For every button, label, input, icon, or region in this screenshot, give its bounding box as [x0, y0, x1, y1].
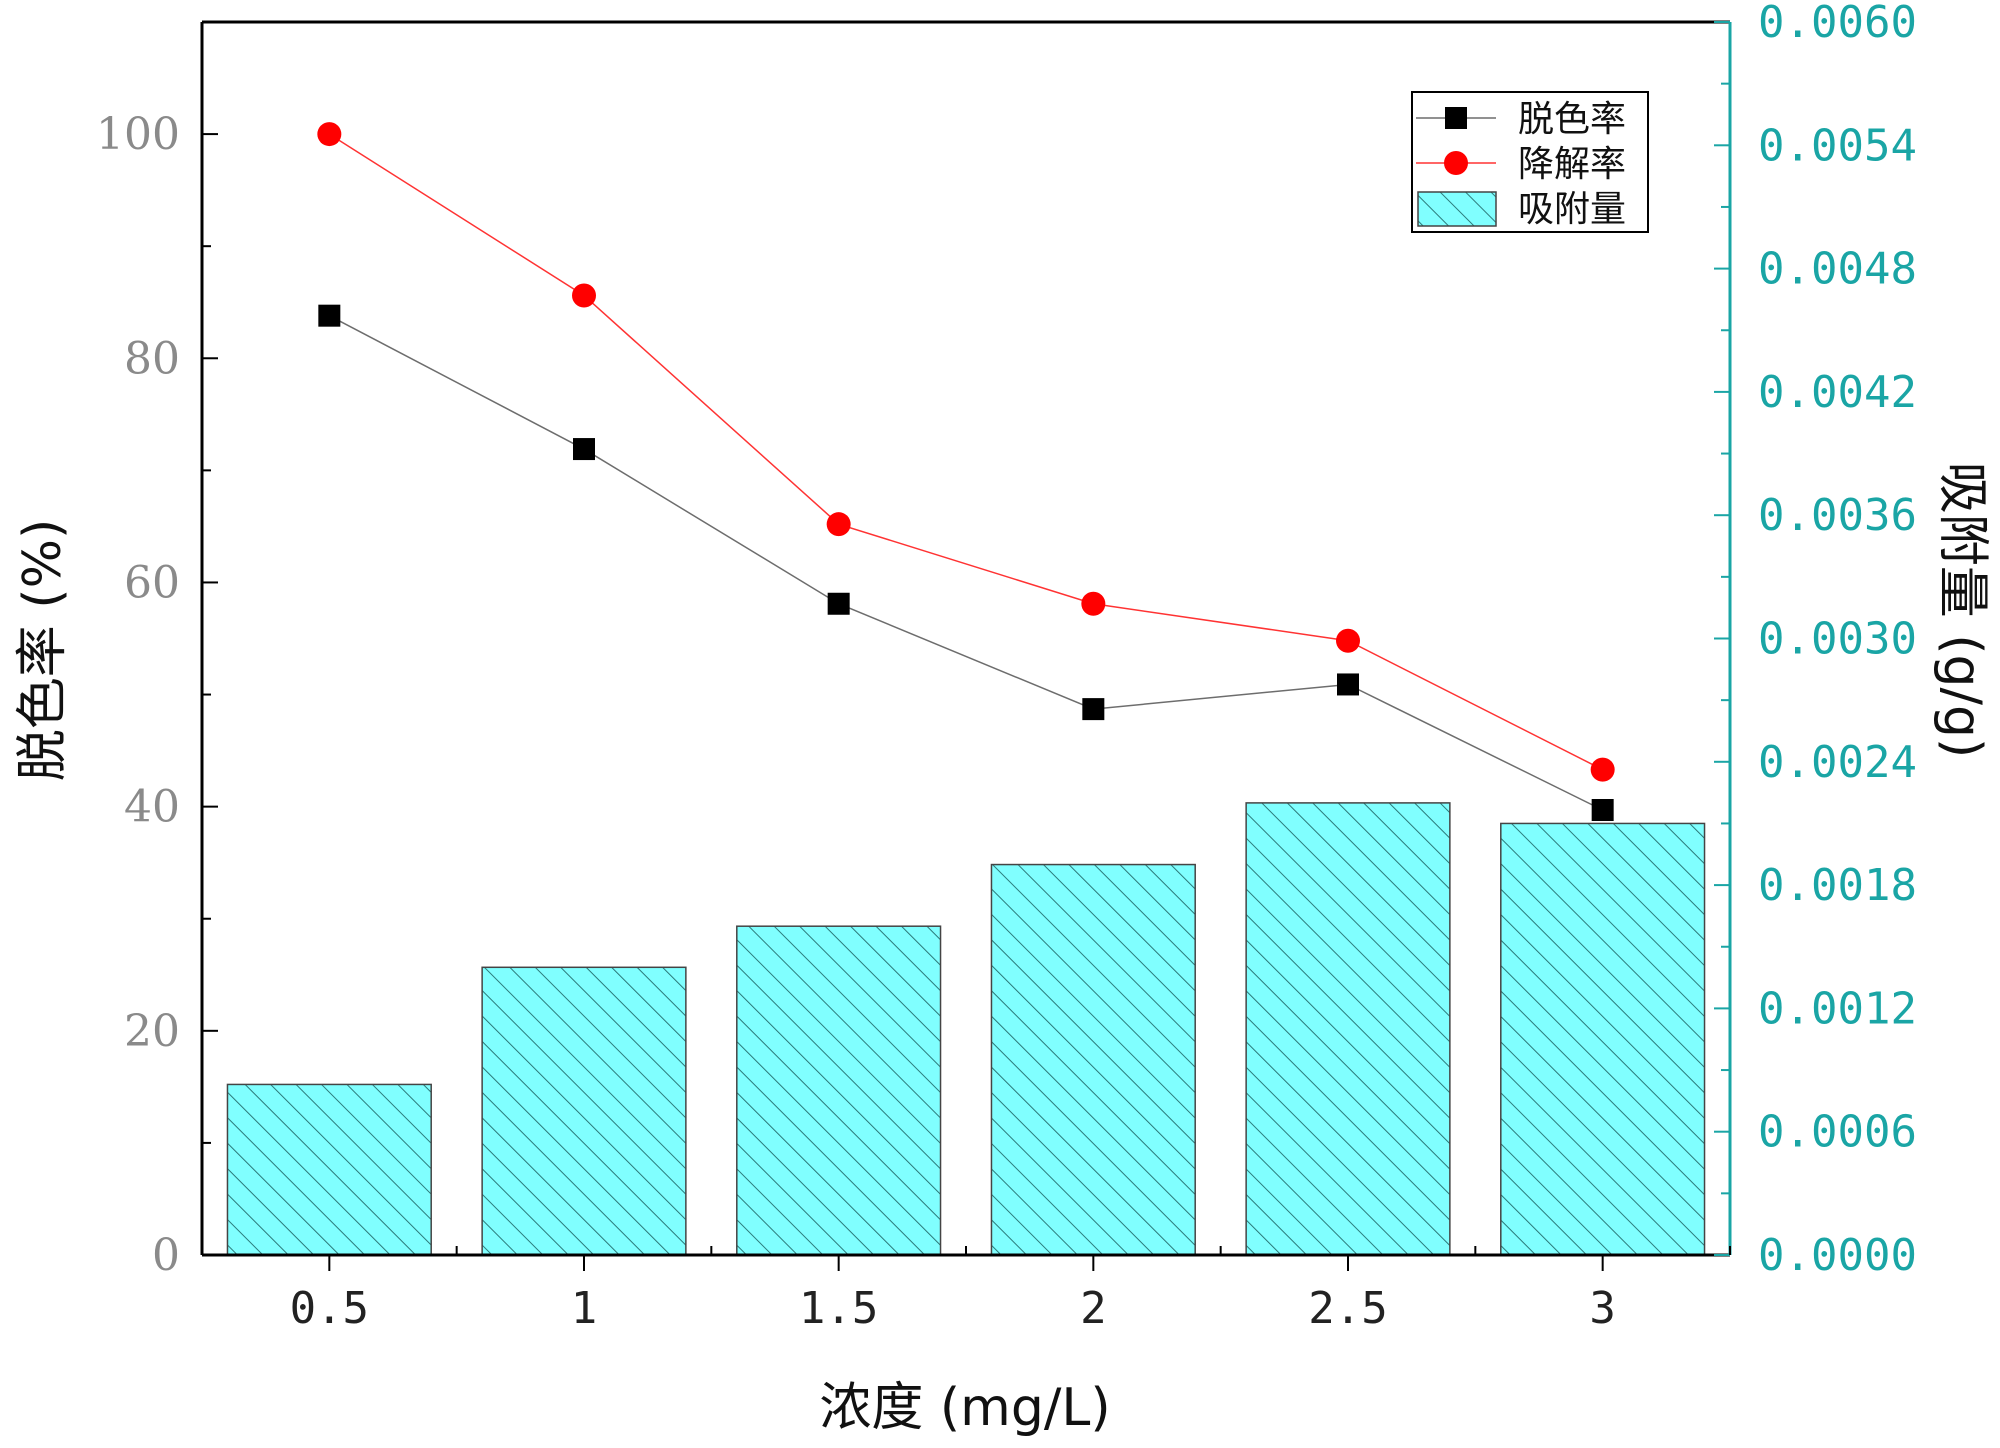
x-tick-label: 2.5	[1308, 1283, 1387, 1334]
y-right-tick-label: 0.0000	[1758, 1230, 1917, 1281]
bar-adsorption	[1245, 802, 1451, 1256]
x-tick-label: 1.5	[799, 1283, 878, 1334]
point-decolor	[1337, 673, 1359, 696]
y-right-tick-label: 0.0048	[1758, 244, 1917, 295]
y-right-tick-label: 0.0012	[1758, 983, 1917, 1034]
point-degrade	[1081, 591, 1106, 616]
point-decolor	[1591, 798, 1614, 821]
x-tick-label: 0.5	[290, 1283, 369, 1334]
point-degrade	[826, 512, 851, 537]
x-tick-label: 3	[1589, 1283, 1616, 1334]
y-right-tick-label: 0.0006	[1758, 1107, 1917, 1158]
legend-marker-decolor	[1445, 107, 1467, 129]
point-decolor	[827, 592, 850, 615]
x-axis-title: 浓度 (mg/L)	[819, 1378, 1110, 1438]
y-right-tick-label: 0.0042	[1758, 367, 1917, 418]
point-decolor	[318, 304, 341, 327]
y-right-tick-label: 0.0024	[1758, 737, 1917, 788]
legend-label-decolor: 脱色率	[1518, 99, 1626, 140]
x-tick-label: 2	[1080, 1283, 1107, 1334]
y-right-tick-label: 0.0030	[1758, 614, 1917, 665]
bars-layer	[226, 802, 1706, 1256]
y-right-tick-label: 0.0054	[1758, 120, 1917, 171]
point-decolor	[573, 438, 595, 461]
y-right-tick-label: 0.0018	[1758, 860, 1917, 911]
bar-adsorption	[990, 863, 1196, 1256]
y-right-tick-label: 0.0036	[1758, 490, 1917, 541]
y-left-tick-label: 0	[152, 1230, 180, 1281]
bar-adsorption	[226, 1083, 432, 1256]
line-degrade	[328, 133, 1604, 771]
ticks-layer: 0 20 40 60 80 100 0.0000 0.0006 0.0012 0.0018 0.00…	[96, 0, 1917, 1334]
legend: 脱色率 降解率 吸附量	[1411, 91, 1649, 233]
y-left-tick-label: 20	[124, 1006, 180, 1057]
x-tick-label: 1	[571, 1283, 598, 1334]
point-degrade	[317, 122, 342, 147]
legend-marker-degrade	[1444, 151, 1468, 175]
legend-label-degrade: 降解率	[1518, 144, 1626, 185]
point-decolor	[1082, 698, 1105, 721]
y-left-tick-label: 100	[96, 109, 180, 160]
bar-adsorption	[481, 966, 687, 1256]
point-degrade	[1336, 628, 1360, 653]
bar-adsorption	[1500, 822, 1706, 1256]
y-left-tick-label: 40	[124, 782, 180, 833]
legend-label-adsorption: 吸附量	[1518, 189, 1626, 230]
y-right-tick-label: 0.0060	[1758, 0, 1917, 48]
lines-layer	[317, 122, 1615, 821]
legend-swatch-adsorption	[1417, 191, 1497, 227]
bar-adsorption	[736, 925, 942, 1256]
y-left-axis-title: 脱色率 (%)	[13, 519, 73, 782]
y-left-tick-label: 80	[124, 333, 180, 384]
line-decolor	[328, 315, 1603, 811]
point-degrade	[1590, 757, 1615, 782]
y-right-axis-title: 吸附量 (g/g)	[1932, 462, 1992, 759]
point-degrade	[572, 283, 596, 308]
y-left-tick-label: 60	[124, 557, 180, 608]
